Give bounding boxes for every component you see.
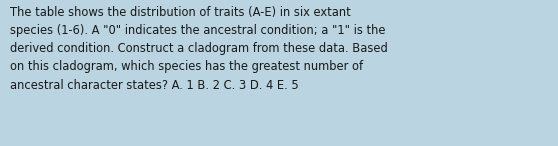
Text: The table shows the distribution of traits (A-E) in six extant
species (1-6). A : The table shows the distribution of trai… (10, 6, 388, 92)
